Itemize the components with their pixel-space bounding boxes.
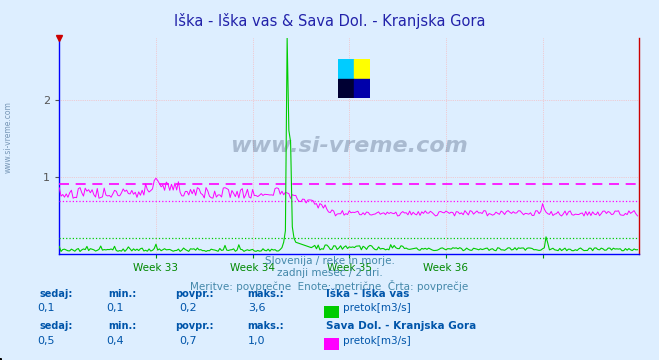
Text: Iška - Iška vas: Iška - Iška vas bbox=[326, 289, 410, 299]
Text: 3,6: 3,6 bbox=[248, 303, 266, 314]
Text: 0,1: 0,1 bbox=[38, 303, 55, 314]
FancyBboxPatch shape bbox=[0, 359, 1, 360]
Text: Slovenija / reke in morje.: Slovenija / reke in morje. bbox=[264, 256, 395, 266]
Text: Meritve: povprečne  Enote: metrične  Črta: povprečje: Meritve: povprečne Enote: metrične Črta:… bbox=[190, 280, 469, 292]
Text: maks.:: maks.: bbox=[247, 321, 284, 332]
Text: Iška - Iška vas & Sava Dol. - Kranjska Gora: Iška - Iška vas & Sava Dol. - Kranjska G… bbox=[174, 13, 485, 28]
Text: povpr.:: povpr.: bbox=[175, 289, 213, 299]
Text: 0,7: 0,7 bbox=[179, 336, 196, 346]
Text: www.si-vreme.com: www.si-vreme.com bbox=[3, 101, 13, 173]
Text: sedaj:: sedaj: bbox=[40, 321, 73, 332]
Text: povpr.:: povpr.: bbox=[175, 321, 213, 332]
Text: sedaj:: sedaj: bbox=[40, 289, 73, 299]
Bar bbox=[354, 79, 370, 98]
Text: maks.:: maks.: bbox=[247, 289, 284, 299]
Bar bbox=[337, 79, 354, 98]
Text: 0,5: 0,5 bbox=[38, 336, 55, 346]
Text: 0,2: 0,2 bbox=[179, 303, 196, 314]
Text: min.:: min.: bbox=[109, 321, 137, 332]
Text: 1,0: 1,0 bbox=[248, 336, 266, 346]
Text: pretok[m3/s]: pretok[m3/s] bbox=[343, 336, 411, 346]
Text: min.:: min.: bbox=[109, 289, 137, 299]
Text: pretok[m3/s]: pretok[m3/s] bbox=[343, 303, 411, 314]
Text: 0,1: 0,1 bbox=[107, 303, 124, 314]
Text: Sava Dol. - Kranjska Gora: Sava Dol. - Kranjska Gora bbox=[326, 321, 476, 332]
Text: 0,4: 0,4 bbox=[107, 336, 124, 346]
Bar bbox=[337, 59, 354, 79]
Text: www.si-vreme.com: www.si-vreme.com bbox=[231, 136, 468, 156]
Bar bbox=[354, 59, 370, 79]
Text: zadnji mesec / 2 uri.: zadnji mesec / 2 uri. bbox=[277, 268, 382, 278]
